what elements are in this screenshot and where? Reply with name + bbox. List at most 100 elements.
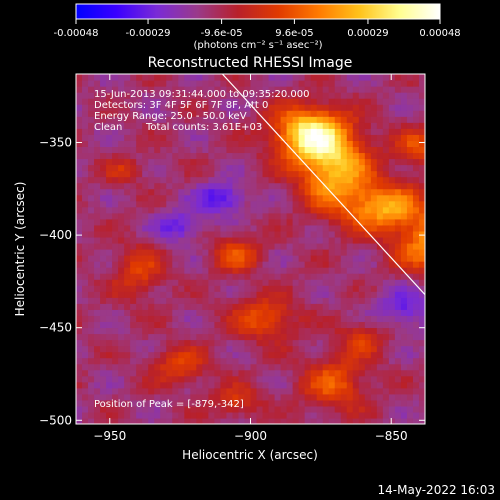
- heatmap-cell: [118, 357, 125, 365]
- heatmap-cell: [208, 315, 215, 323]
- heatmap-cell: [76, 267, 83, 274]
- heatmap-cell: [346, 255, 354, 262]
- heatmap-cell: [412, 303, 420, 310]
- heatmap-cell: [238, 345, 246, 353]
- heatmap-cell: [172, 212, 179, 220]
- heatmap-cell: [124, 146, 131, 154]
- heatmap-cell: [418, 176, 425, 184]
- heatmap-cell: [142, 218, 149, 226]
- heatmap-cell: [262, 357, 270, 365]
- heatmap-cell: [370, 224, 378, 232]
- heatmap-cell: [316, 399, 324, 407]
- heatmap-cell: [142, 116, 149, 123]
- heatmap-cell: [232, 297, 240, 304]
- heatmap-cell: [88, 170, 95, 178]
- heatmap-cell: [388, 411, 396, 419]
- heatmap-cell: [346, 303, 354, 310]
- heatmap-cell: [388, 188, 396, 196]
- heatmap-cell: [190, 140, 197, 148]
- heatmap-cell: [100, 291, 107, 298]
- heatmap-cell: [172, 110, 179, 117]
- heatmap-cell: [244, 387, 252, 395]
- heatmap-cell: [388, 285, 396, 292]
- heatmap-cell: [292, 333, 300, 341]
- heatmap-cell: [202, 218, 209, 226]
- heatmap-cell: [148, 140, 155, 148]
- heatmap-cell: [244, 200, 252, 208]
- heatmap-cell: [220, 206, 228, 214]
- heatmap-cell: [172, 176, 179, 184]
- heatmap-cell: [124, 405, 131, 413]
- heatmap-cell: [292, 158, 300, 166]
- heatmap-cell: [238, 176, 246, 184]
- heatmap-cell: [406, 134, 414, 141]
- heatmap-cell: [412, 297, 420, 304]
- heatmap-cell: [178, 194, 185, 202]
- heatmap-cell: [136, 212, 143, 220]
- heatmap-cell: [112, 405, 119, 413]
- heatmap-cell: [256, 86, 264, 93]
- heatmap-cell: [76, 194, 83, 202]
- heatmap-cell: [346, 230, 354, 238]
- heatmap-cell: [322, 158, 330, 166]
- heatmap-cell: [100, 369, 107, 377]
- heatmap-cell: [322, 321, 330, 329]
- heatmap-cell: [418, 321, 425, 329]
- heatmap-cell: [100, 74, 107, 81]
- heatmap-cell: [274, 249, 282, 256]
- heatmap-cell: [292, 92, 300, 99]
- heatmap-cell: [310, 273, 318, 280]
- heatmap-cell: [154, 212, 161, 220]
- heatmap-cell: [130, 182, 137, 190]
- heatmap-cell: [112, 285, 119, 292]
- heatmap-cell: [346, 249, 354, 256]
- heatmap-cell: [328, 315, 336, 323]
- heatmap-cell: [142, 303, 149, 310]
- heatmap-cell: [136, 285, 143, 292]
- heatmap-cell: [160, 194, 167, 202]
- heatmap-cell: [250, 176, 258, 184]
- heatmap-cell: [124, 206, 131, 214]
- heatmap-cell: [118, 194, 125, 202]
- heatmap-cell: [286, 363, 294, 371]
- heatmap-cell: [364, 339, 372, 347]
- heatmap-cell: [388, 212, 396, 220]
- heatmap-cell: [412, 369, 420, 377]
- heatmap-cell: [184, 285, 191, 292]
- heatmap-cell: [166, 291, 173, 298]
- heatmap-cell: [310, 405, 318, 413]
- heatmap-cell: [232, 146, 240, 154]
- heatmap-cell: [100, 405, 107, 413]
- colorbar-gradient: [75, 3, 441, 20]
- heatmap-cell: [310, 134, 318, 141]
- heatmap-cell: [190, 261, 197, 268]
- heatmap-cell: [196, 249, 203, 256]
- heatmap-cell: [406, 104, 414, 111]
- heatmap-cell: [214, 333, 222, 341]
- heatmap-cell: [400, 104, 408, 111]
- heatmap-cell: [280, 303, 288, 310]
- heatmap-cell: [244, 375, 252, 383]
- x-axis-label: Heliocentric X (arcsec): [182, 448, 318, 462]
- heatmap-cell: [76, 411, 83, 419]
- heatmap-cell: [376, 363, 384, 371]
- heatmap-cell: [88, 267, 95, 274]
- heatmap-cell: [394, 363, 402, 371]
- heatmap-cell: [268, 122, 276, 129]
- heatmap-cell: [178, 206, 185, 214]
- heatmap-cell: [136, 369, 143, 377]
- heatmap-cell: [100, 194, 107, 202]
- heatmap-cell: [316, 279, 324, 286]
- heatmap-cell: [412, 218, 420, 226]
- heatmap-cell: [226, 405, 234, 413]
- heatmap-cell: [166, 158, 173, 166]
- heatmap-cell: [82, 399, 89, 407]
- heatmap-cell: [388, 134, 396, 141]
- heatmap-cell: [340, 417, 348, 424]
- heatmap-cell: [166, 369, 173, 377]
- heatmap-cell: [400, 212, 408, 220]
- heatmap-cell: [280, 279, 288, 286]
- heatmap-cell: [382, 140, 390, 148]
- heatmap-cell: [286, 236, 294, 244]
- heatmap-cell: [346, 339, 354, 347]
